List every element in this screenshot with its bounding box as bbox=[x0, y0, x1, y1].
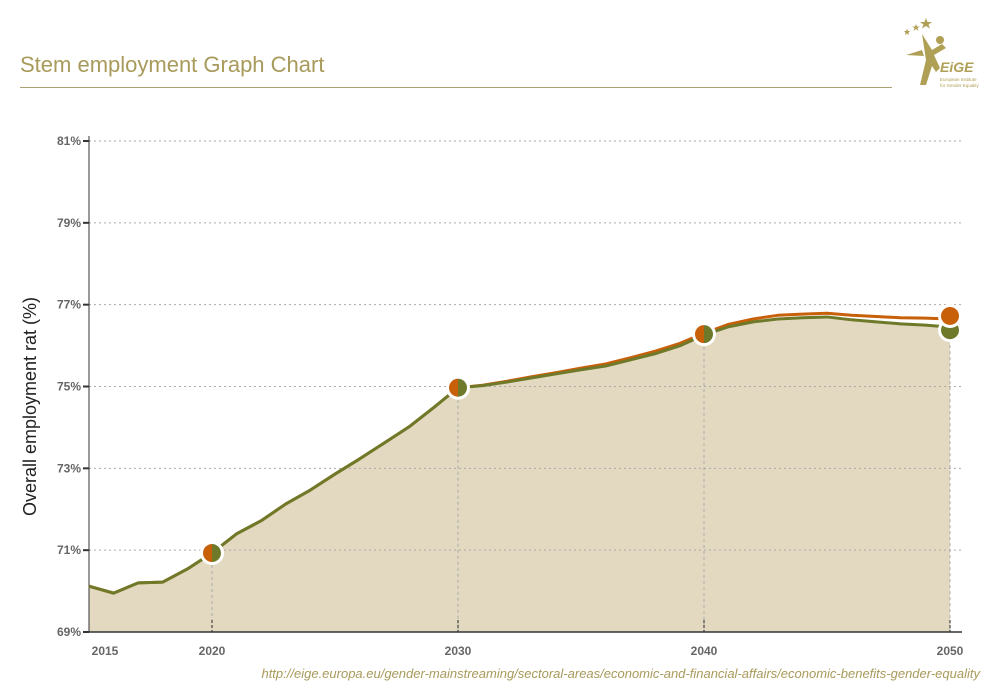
x-tick-label: 2020 bbox=[199, 644, 226, 658]
x-tick-label: 2050 bbox=[937, 644, 964, 658]
svg-text:European Institute: European Institute bbox=[940, 77, 977, 82]
y-axis-label: Overall employment rat (%) bbox=[20, 297, 40, 516]
y-tick-label: 81% bbox=[57, 134, 81, 148]
area-fill bbox=[89, 316, 950, 632]
marker-orange bbox=[941, 306, 959, 325]
x-tick-label: 2015 bbox=[92, 644, 119, 658]
marker-half-orange bbox=[449, 378, 458, 397]
page-title: Stem employment Graph Chart bbox=[20, 52, 325, 77]
svg-text:EiGE: EiGE bbox=[940, 59, 974, 75]
title-divider bbox=[20, 87, 892, 88]
eige-logo: EiGE European Institute for Gender Equal… bbox=[904, 18, 980, 88]
x-tick-label: 2030 bbox=[445, 644, 472, 658]
y-tick-label: 71% bbox=[57, 543, 81, 557]
y-tick-label: 77% bbox=[57, 298, 81, 312]
marker-half-orange bbox=[695, 325, 704, 344]
x-tick-label: 2040 bbox=[691, 644, 718, 658]
svg-text:for Gender Equality: for Gender Equality bbox=[940, 83, 980, 88]
y-tick-label: 75% bbox=[57, 380, 81, 394]
y-tick-label: 73% bbox=[57, 461, 81, 475]
marker-half-orange bbox=[203, 544, 212, 563]
source-link[interactable]: http://eige.europa.eu/gender-mainstreami… bbox=[261, 666, 980, 681]
y-tick-label: 69% bbox=[57, 625, 81, 639]
marker-half-green bbox=[704, 325, 713, 344]
marker-half-green bbox=[458, 378, 467, 397]
marker-half-green bbox=[212, 544, 221, 563]
series-line-1 bbox=[88, 315, 951, 595]
y-tick-label: 79% bbox=[57, 216, 81, 230]
